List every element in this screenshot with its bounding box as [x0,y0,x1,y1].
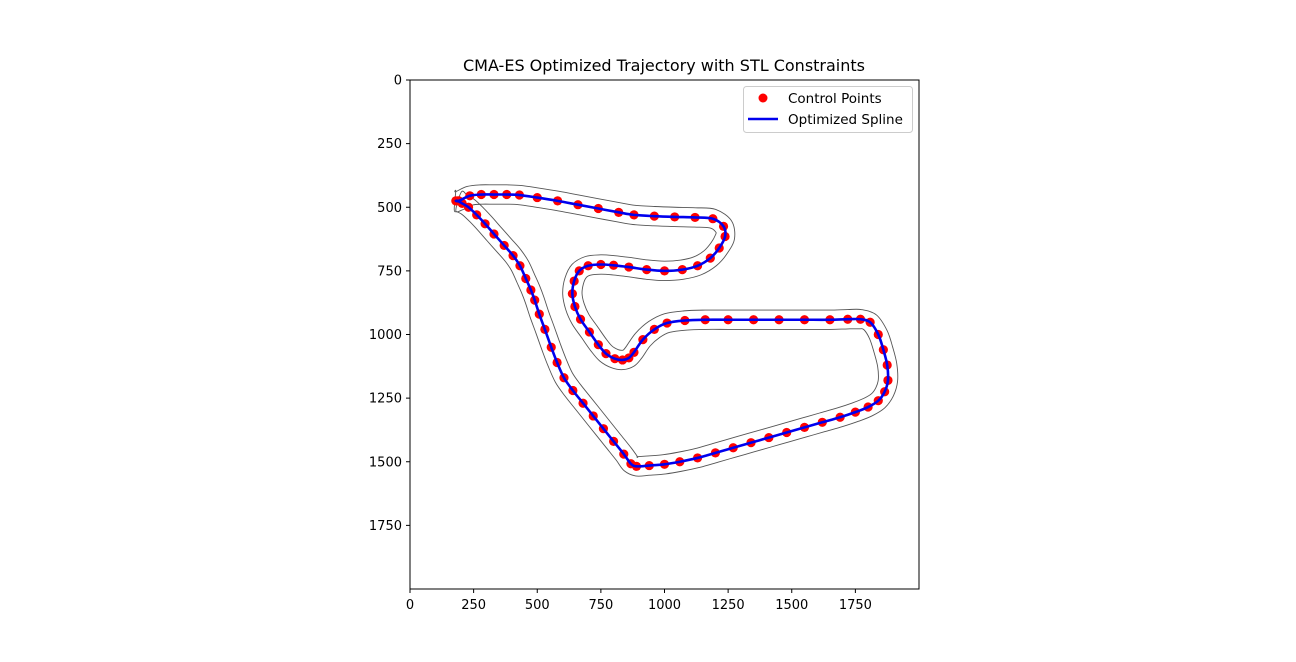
y-tick-label: 1500 [369,455,402,470]
legend-label-optimized-spline: Optimized Spline [788,112,903,128]
y-tick-label: 500 [377,201,402,216]
x-tick-label: 1250 [712,598,745,613]
x-tick-label: 500 [525,598,550,613]
y-tick-label: 1250 [369,392,402,407]
legend-marker-control-points [758,93,768,103]
legend-box [743,86,913,133]
optimized-spline-line [454,193,890,468]
y-tick-label: 0 [394,74,402,89]
x-tick-label: 1750 [839,598,872,613]
chart-title: CMA-ES Optimized Trajectory with STL Con… [463,56,865,75]
x-tick-label: 1500 [775,598,808,613]
x-tick-label: 750 [588,598,613,613]
x-tick-label: 250 [461,598,486,613]
track-inner-boundary [453,184,899,477]
x-axis: 0 250 500 750 1000 1250 1500 1750 [406,589,872,613]
y-axis: 0 250 500 750 1000 1250 1500 1750 [369,74,410,534]
track-outer-boundary [455,190,879,458]
x-tick-label: 1000 [648,598,681,613]
legend-label-control-points: Control Points [788,91,882,107]
y-tick-label: 750 [377,264,402,279]
plot-area [451,184,899,477]
x-tick-label: 0 [406,598,414,613]
legend: Control Points Optimized Spline [743,86,913,133]
y-tick-label: 250 [377,137,402,152]
y-tick-label: 1000 [369,328,402,343]
y-tick-label: 1750 [369,519,402,534]
